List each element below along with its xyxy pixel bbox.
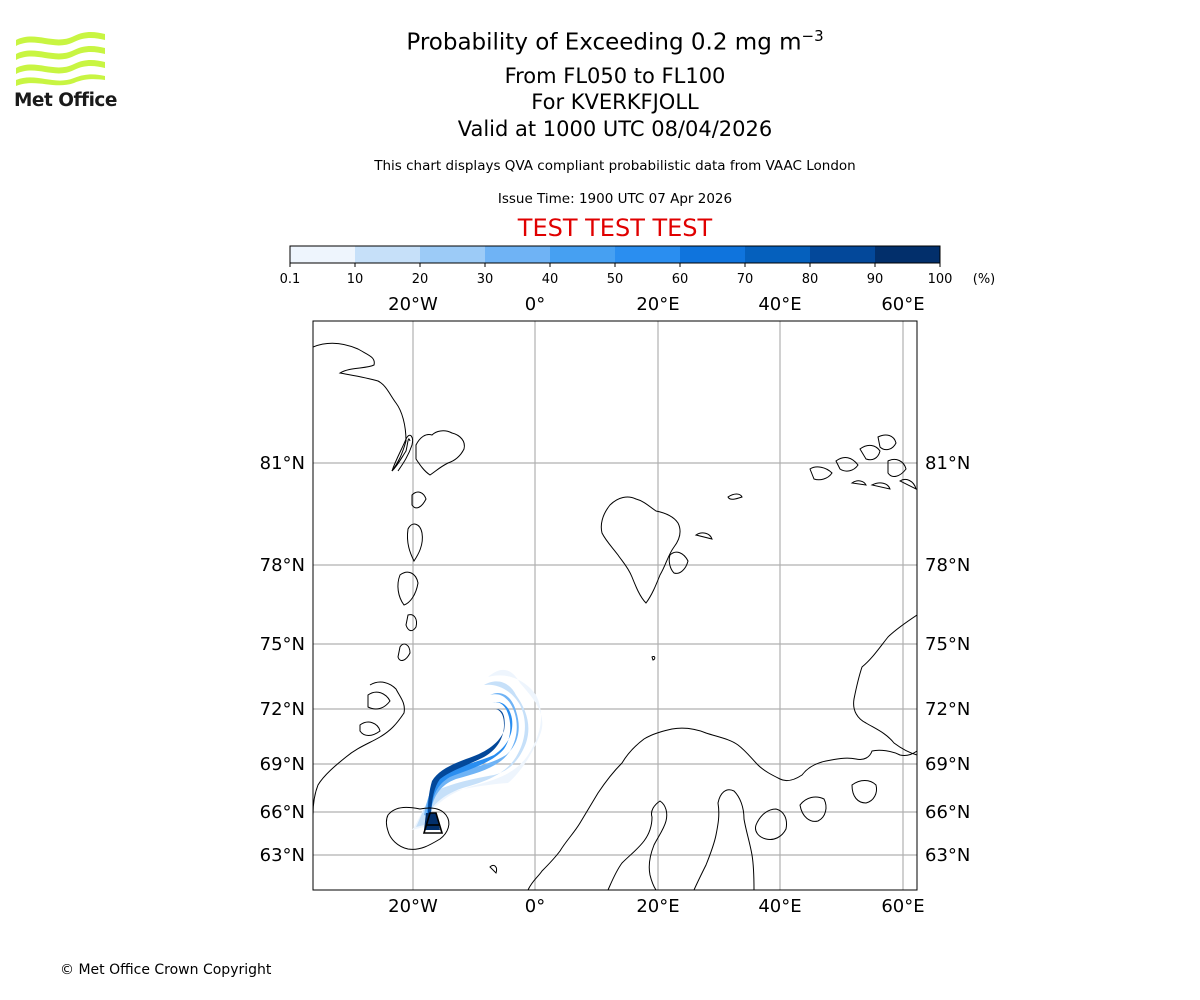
lon-label-bottom: 20°E — [636, 896, 679, 917]
colorbar-tick-label: 20 — [412, 272, 429, 287]
colorbar-segment — [290, 246, 356, 263]
lat-label-right: 78°N — [925, 555, 970, 576]
met-office-logo — [16, 32, 105, 86]
colorbar-tick-label: 30 — [477, 272, 494, 287]
colorbar: 0.1 10 20 30 40 50 60 70 80 90 100 (%) — [280, 245, 996, 287]
colorbar-tick-label: 60 — [672, 272, 689, 287]
map-background — [313, 321, 917, 890]
chart-title: Probability of Exceeding 0.2 mg m−3 — [406, 27, 824, 56]
lon-label-bottom: 60°E — [881, 896, 924, 917]
lat-label-right: 75°N — [925, 634, 970, 655]
lat-label-left: 63°N — [260, 845, 305, 866]
lat-label-left: 72°N — [260, 699, 305, 720]
colorbar-segment — [550, 246, 616, 263]
lon-label-top: 20°W — [388, 294, 438, 315]
colorbar-tick-label: 50 — [607, 272, 624, 287]
lon-label-bottom: 40°E — [758, 896, 801, 917]
issue-time: Issue Time: 1900 UTC 07 Apr 2026 — [497, 191, 733, 207]
copyright: © Met Office Crown Copyright — [60, 962, 272, 978]
volcano-marker — [422, 812, 444, 834]
title-superscript: −3 — [801, 27, 824, 45]
colorbar-segment — [875, 246, 941, 263]
lat-label-right: 72°N — [925, 699, 970, 720]
lon-label-top: 40°E — [758, 294, 801, 315]
lat-label-right: 69°N — [925, 754, 970, 775]
colorbar-segment — [355, 246, 421, 263]
colorbar-segment — [745, 246, 811, 263]
lat-label-right: 81°N — [925, 453, 970, 474]
colorbar-tick-label: 100 — [928, 272, 953, 287]
test-banner: TEST TEST TEST — [517, 214, 713, 242]
colorbar-tick-label: 40 — [542, 272, 559, 287]
lat-label-right: 66°N — [925, 802, 970, 823]
lat-label-right: 63°N — [925, 845, 970, 866]
colorbar-tick-label: 80 — [802, 272, 819, 287]
coastlines — [313, 342, 917, 890]
flight-level-range: From FL050 to FL100 — [504, 64, 726, 88]
colorbar-segment — [420, 246, 486, 263]
colorbar-tick-label: 0.1 — [280, 272, 301, 287]
lon-label-top: 60°E — [881, 294, 924, 315]
map: 20°W 0° 20°E 40°E 60°E 20°W 0° 20°E 40°E… — [260, 294, 971, 917]
lat-label-left: 81°N — [260, 453, 305, 474]
lat-label-left: 66°N — [260, 802, 305, 823]
colorbar-unit: (%) — [973, 272, 996, 287]
met-office-logo-text: Met Office — [14, 90, 117, 111]
source-note: This chart displays QVA compliant probab… — [374, 158, 856, 174]
lat-label-left: 69°N — [260, 754, 305, 775]
colorbar-segment — [615, 246, 681, 263]
map-frame — [312, 320, 918, 891]
lon-label-top: 0° — [525, 294, 545, 315]
valid-time: Valid at 1000 UTC 08/04/2026 — [457, 117, 773, 141]
lon-label-top: 20°E — [636, 294, 679, 315]
volcano-name: For KVERKFJOLL — [531, 90, 699, 114]
lon-label-bottom: 20°W — [388, 896, 438, 917]
colorbar-segment — [680, 246, 746, 263]
colorbar-segment — [485, 246, 551, 263]
colorbar-tick-label: 10 — [347, 272, 364, 287]
lon-label-bottom: 0° — [525, 896, 545, 917]
lat-label-left: 75°N — [260, 634, 305, 655]
colorbar-tick-label: 90 — [867, 272, 884, 287]
lat-label-left: 78°N — [260, 555, 305, 576]
colorbar-tick-label: 70 — [737, 272, 754, 287]
colorbar-segment — [810, 246, 876, 263]
